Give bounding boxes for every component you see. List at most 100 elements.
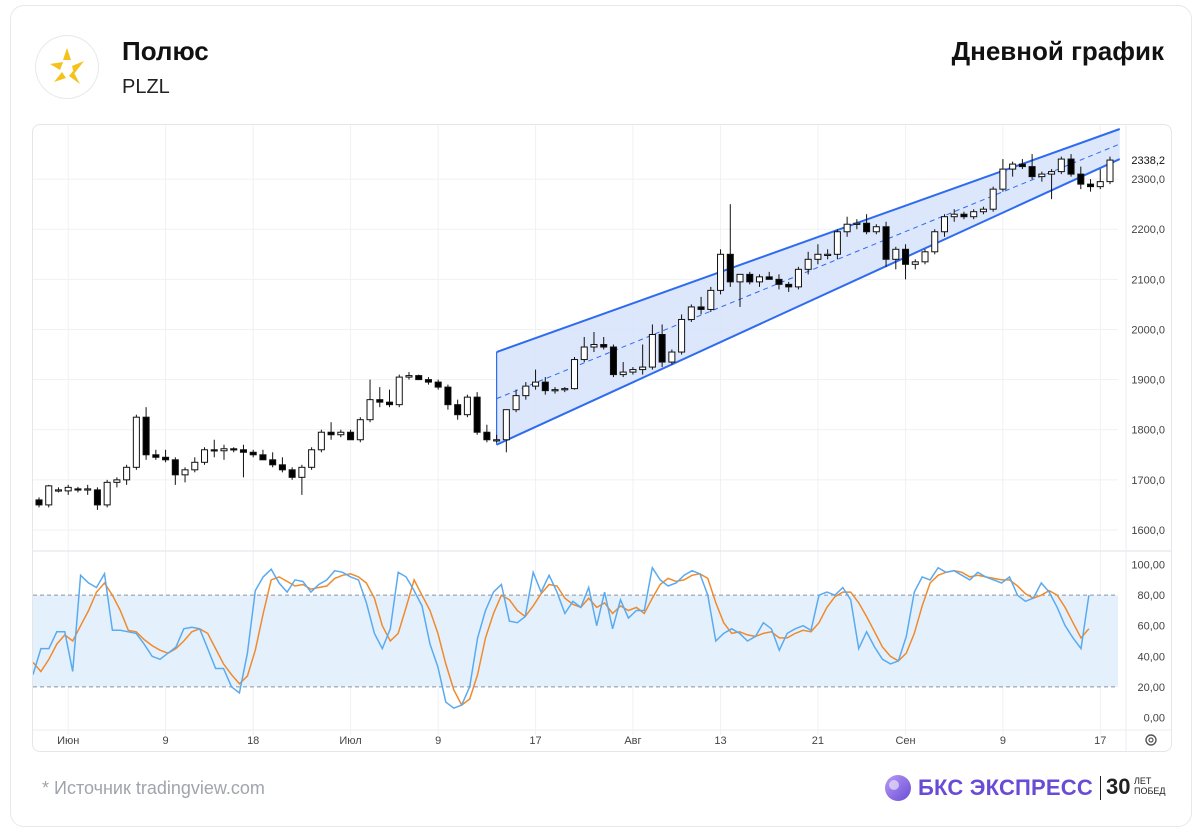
candle-body (755, 276, 764, 283)
candle (629, 367, 637, 375)
candle (239, 444, 247, 478)
candle-body (687, 306, 695, 320)
candle-body (1038, 173, 1046, 178)
candle-body (989, 188, 997, 210)
candle (405, 372, 413, 380)
candle-body (249, 451, 257, 456)
candle (444, 384, 452, 410)
candle-body (717, 253, 725, 291)
candle-body (902, 248, 910, 265)
candle-body (366, 399, 374, 421)
candle (1009, 161, 1017, 177)
ticker-symbol: PLZL (122, 76, 170, 98)
candle (902, 244, 910, 280)
candle-body (960, 213, 968, 218)
card-frame (10, 5, 1192, 827)
candle (152, 449, 160, 460)
candle (200, 447, 209, 465)
stochastic-band (33, 594, 1118, 688)
candle-body (882, 226, 890, 260)
candle-body (746, 273, 754, 283)
time-tick-label: 17 (1094, 735, 1106, 747)
candle-body (522, 385, 530, 397)
candle (1087, 179, 1095, 192)
candle (162, 449, 170, 463)
candle-body (356, 419, 364, 441)
candle-body (132, 416, 140, 468)
candle (570, 357, 579, 390)
candle-body (93, 489, 101, 506)
candle-body (726, 253, 734, 283)
candle (824, 249, 832, 260)
price-chart: 1600,0 1700,0 1800,0 1900,0 2000,0 2100,0 2200… (33, 125, 1171, 751)
candle-body (619, 371, 627, 376)
stochastic-tick-label: 40,00 (1137, 651, 1165, 663)
candle-body (580, 346, 588, 361)
candle-body (668, 351, 676, 363)
candle (639, 344, 647, 375)
candle (1057, 156, 1065, 175)
candle (551, 387, 559, 394)
candle-body (658, 333, 666, 363)
brand-years: 30 (1106, 774, 1131, 799)
candle-body (707, 289, 715, 310)
time-tick-label: 9 (1000, 735, 1006, 747)
price-tick-label: 2300,0 (1131, 174, 1165, 186)
time-tick-label: Июл (339, 735, 361, 747)
candle (317, 429, 325, 453)
candle-body (113, 479, 121, 483)
candle (278, 457, 286, 473)
candle-body (74, 488, 82, 491)
candle (249, 449, 257, 458)
candle-body (278, 464, 286, 471)
bks-logo-icon (885, 775, 911, 801)
candle (580, 337, 588, 363)
candle-body (979, 208, 987, 213)
candle-body (64, 486, 72, 492)
candle (853, 219, 861, 230)
stochastic-tick-label: 80,00 (1137, 590, 1165, 602)
time-tick-label: Авг (624, 735, 641, 747)
candle-body (395, 376, 403, 406)
candle-body (921, 251, 929, 263)
candle (785, 281, 793, 292)
candle (347, 429, 355, 441)
candle (113, 477, 121, 488)
candle (142, 407, 150, 460)
candle-body (561, 388, 569, 391)
stochastic-lines (33, 565, 1090, 710)
chart-title: Дневной график (951, 36, 1164, 66)
candle-body (142, 416, 150, 456)
candle (376, 387, 384, 408)
candle (892, 246, 900, 270)
candle-body (1048, 171, 1056, 175)
candle (940, 214, 949, 237)
candle-body (648, 333, 656, 368)
candle-body (824, 253, 832, 257)
candle (298, 464, 306, 495)
candle (434, 379, 442, 390)
settings-gear-icon[interactable] (1145, 734, 1157, 746)
candle-body (570, 359, 579, 390)
company-name: Полюс (122, 36, 209, 66)
candle (1106, 156, 1114, 185)
candle-body (171, 459, 179, 476)
candle (979, 206, 987, 215)
price-tick-label: 2200,0 (1131, 224, 1165, 236)
stochastic-range-fill (33, 595, 1118, 687)
candle (473, 392, 481, 435)
price-tick-label: 1600,0 (1131, 525, 1165, 537)
candle (337, 429, 345, 438)
candle-body (317, 431, 325, 451)
price-tick-label: 1700,0 (1131, 475, 1165, 487)
candle (512, 389, 520, 413)
candle (833, 229, 841, 260)
candle-body (863, 222, 871, 233)
candle (454, 399, 462, 420)
candle (483, 424, 491, 443)
candle-body (872, 226, 880, 233)
candle (600, 337, 608, 350)
candle-body (940, 216, 949, 233)
candle (93, 487, 101, 510)
candle (1096, 169, 1104, 190)
